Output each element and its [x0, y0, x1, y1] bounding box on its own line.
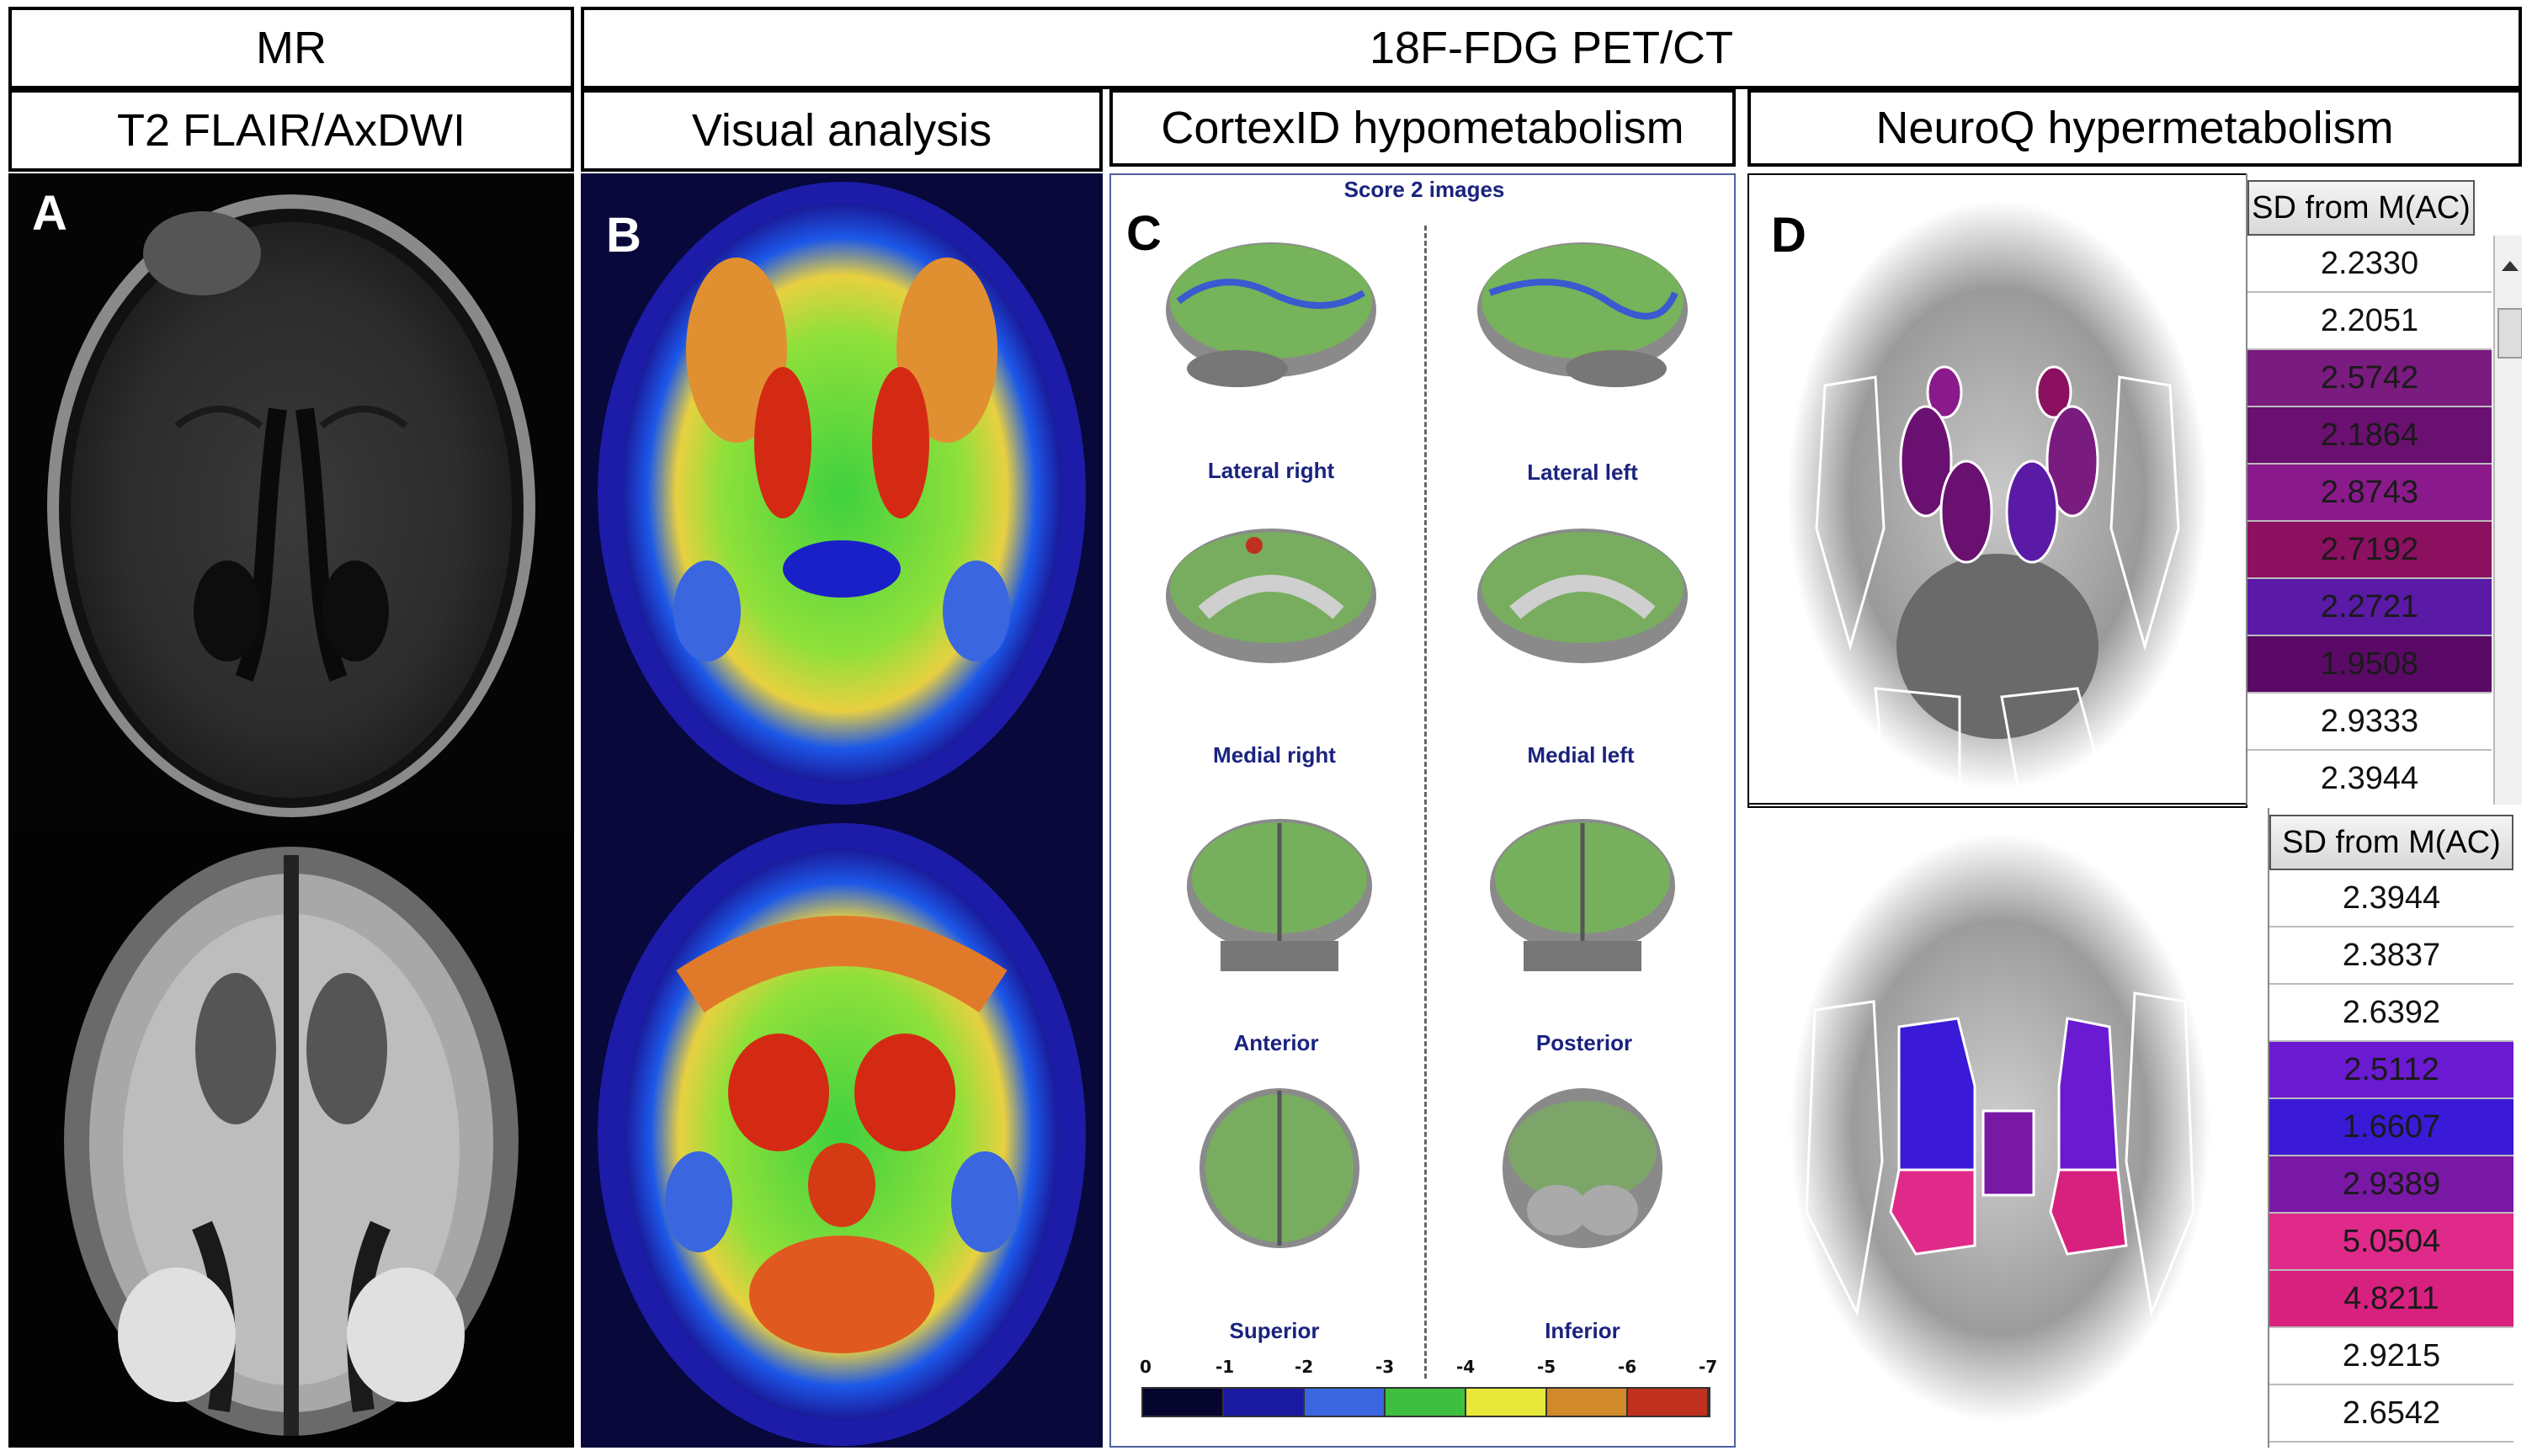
table-row: 2.9333 — [2247, 693, 2492, 751]
scale-tick-1: -1 — [1215, 1357, 1235, 1377]
label-anterior: Anterior — [1233, 1030, 1319, 1055]
panel-b-pet: B — [581, 173, 1103, 1448]
neuroq-image-top — [1747, 173, 2247, 808]
mr-dwi-image — [8, 830, 574, 1448]
scale-tick-7: -7 — [1699, 1357, 1718, 1377]
label-inferior: Inferior — [1545, 1318, 1620, 1343]
table-row: 2.2721 — [2247, 579, 2492, 636]
brain-lateral-right — [1166, 242, 1376, 387]
scale-segment — [1547, 1389, 1628, 1416]
table-row: 1.6607 — [2269, 1099, 2513, 1156]
panel-a-mr: A — [8, 173, 574, 1448]
neuroq-image-bottom — [1747, 808, 2278, 1448]
scale-segment — [1628, 1389, 1709, 1416]
table-row: 5.0504 — [2269, 1214, 2513, 1271]
table-row: 2.2051 — [2247, 293, 2492, 350]
table-row: 4.8211 — [2269, 1271, 2513, 1328]
scale-tick-0: 0 — [1140, 1357, 1152, 1377]
table-row: 2.3944 — [2269, 870, 2513, 927]
label-posterior: Posterior — [1535, 1030, 1633, 1055]
table-row: 2.8743 — [2247, 465, 2492, 522]
table-row: 2.7192 — [2247, 522, 2492, 579]
cortexid-divider — [1424, 226, 1427, 1379]
table-top-rows: 2.2330 2.2051 2.5742 2.1864 2.8743 2.7192 2.27… — [2247, 236, 2492, 805]
mr-flair-image — [8, 173, 574, 830]
table-bottom-rows: 2.3944 2.3837 2.6392 2.5112 1.6607 2.9389 5.05… — [2269, 870, 2513, 1443]
panel-d-neuroq: D SD from M(AC) 2.2330 2.2051 2.5742 2.1864… — [1747, 173, 2522, 1448]
panel-divider-d-top — [1747, 803, 2246, 805]
scroll-thumb[interactable] — [2497, 308, 2522, 359]
visual-analysis-header: Visual analysis — [581, 89, 1103, 172]
table-row: 1.9508 — [2247, 636, 2492, 693]
scale-segment — [1305, 1389, 1386, 1416]
brain-medial-left — [1477, 529, 1688, 663]
panel-label-a: A — [32, 186, 67, 241]
pet-header: 18F-FDG PET/CT — [581, 7, 2522, 89]
brain-medial-right — [1166, 529, 1376, 663]
scale-segment — [1386, 1389, 1466, 1416]
scale-segment — [1466, 1389, 1547, 1416]
scale-tick-3: -3 — [1375, 1357, 1395, 1377]
table-row: 2.5742 — [2247, 350, 2492, 407]
label-superior: Superior — [1229, 1318, 1320, 1343]
neuroq-header: NeuroQ hypermetabolism — [1747, 89, 2522, 167]
pet-image-bottom — [581, 806, 1103, 1448]
brain-superior — [1200, 1088, 1359, 1248]
table-row: 2.2330 — [2247, 236, 2492, 293]
table-row: 2.9215 — [2269, 1328, 2513, 1385]
scale-tick-5: -5 — [1537, 1357, 1556, 1377]
neuroq-table-top: SD from M(AC) 2.2330 2.2051 2.5742 2.1864 2.… — [2246, 173, 2522, 805]
table-row: 2.5112 — [2269, 1042, 2513, 1099]
label-medial-left: Medial left — [1527, 742, 1635, 768]
brain-anterior — [1187, 819, 1372, 971]
scroll-up-arrow-icon[interactable] — [2502, 261, 2519, 271]
panel-c-cortexid: Score 2 images C — [1109, 173, 1736, 1448]
table-row: 2.3837 — [2269, 927, 2513, 985]
scale-tick-4: -4 — [1456, 1357, 1476, 1377]
panel-label-c: C — [1126, 206, 1162, 261]
brain-inferior — [1503, 1088, 1662, 1248]
mr-header: MR — [8, 7, 574, 89]
scale-segment — [1143, 1389, 1224, 1416]
scale-tick-2: -2 — [1295, 1357, 1314, 1377]
pet-image-top — [581, 173, 1103, 806]
table-bottom-header: SD from M(AC) — [2269, 815, 2513, 870]
cortexid-title: Score 2 images — [1343, 177, 1505, 202]
panel-label-d: D — [1771, 208, 1806, 263]
brain-posterior — [1490, 819, 1675, 971]
brain-lateral-left — [1477, 242, 1688, 387]
t2-header: T2 FLAIR/AxDWI — [8, 89, 574, 172]
table-row: 2.6542 — [2269, 1385, 2513, 1443]
scale-segment — [1224, 1389, 1305, 1416]
label-lateral-right: Lateral right — [1207, 458, 1335, 483]
label-lateral-left: Lateral left — [1527, 460, 1638, 485]
neuroq-table-bottom: SD from M(AC) 2.3944 2.3837 2.6392 2.5112 1.… — [2268, 808, 2522, 1448]
panel-label-b: B — [606, 208, 641, 263]
table-top-header: SD from M(AC) — [2247, 180, 2475, 236]
table-row: 2.1864 — [2247, 407, 2492, 465]
table-top-scrollbar[interactable] — [2493, 236, 2522, 805]
color-scale-bar — [1141, 1387, 1710, 1417]
table-row: 2.6392 — [2269, 985, 2513, 1042]
table-row: 2.3944 — [2247, 751, 2492, 805]
cortexid-header: CortexID hypometabolism — [1109, 89, 1736, 167]
table-row: 2.9389 — [2269, 1156, 2513, 1214]
scale-tick-6: -6 — [1618, 1357, 1637, 1377]
label-medial-right: Medial right — [1213, 742, 1336, 768]
